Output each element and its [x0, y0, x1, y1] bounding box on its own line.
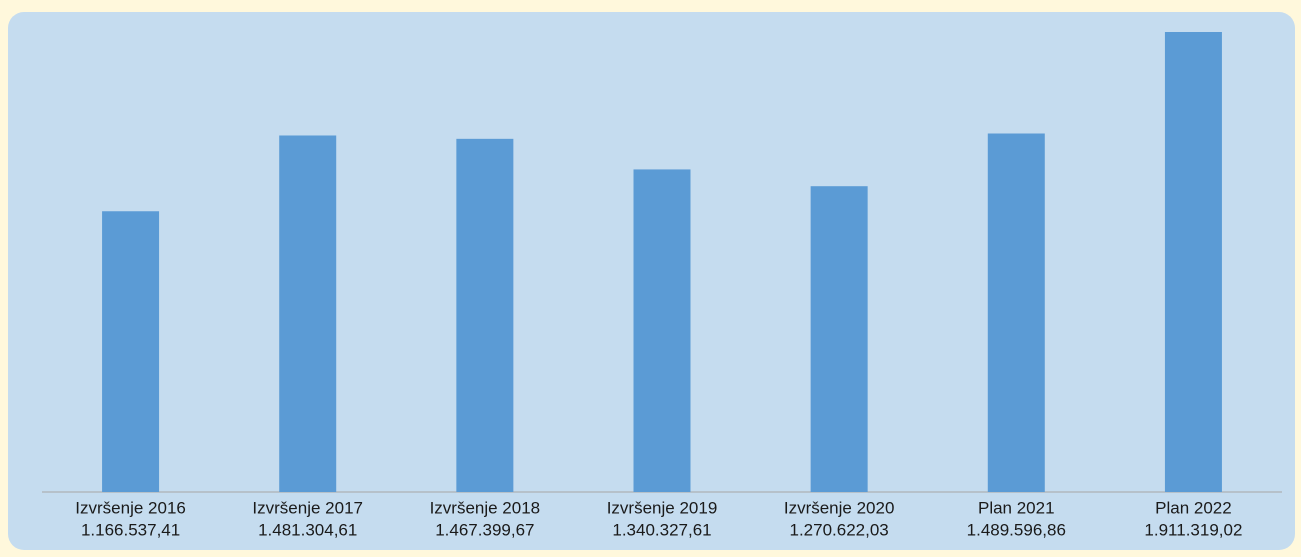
x-tick-label: Plan 2021	[978, 498, 1055, 517]
bar	[810, 186, 868, 492]
x-tick-label: Izvršenje 2018	[430, 498, 541, 517]
bar	[633, 169, 691, 492]
bar	[102, 211, 160, 493]
value-label: 1.467.399,67	[435, 520, 534, 539]
value-label: 1.166.537,41	[81, 520, 180, 539]
x-tick-label: Plan 2022	[1155, 498, 1232, 517]
value-label: 1.270.622,03	[790, 520, 889, 539]
value-label: 1.340.327,61	[612, 520, 711, 539]
value-label: 1.489.596,86	[967, 520, 1066, 539]
x-tick-label: Izvršenje 2020	[784, 498, 895, 517]
bar	[279, 135, 337, 493]
x-tick-label: Izvršenje 2017	[252, 498, 363, 517]
value-label: 1.911.319,02	[1144, 520, 1242, 539]
bar	[1164, 32, 1222, 492]
bar	[987, 133, 1045, 492]
value-label: 1.481.304,61	[258, 520, 357, 539]
bar	[456, 138, 514, 492]
x-tick-label: Izvršenje 2016	[75, 498, 186, 517]
x-tick-label: Izvršenje 2019	[607, 498, 718, 517]
